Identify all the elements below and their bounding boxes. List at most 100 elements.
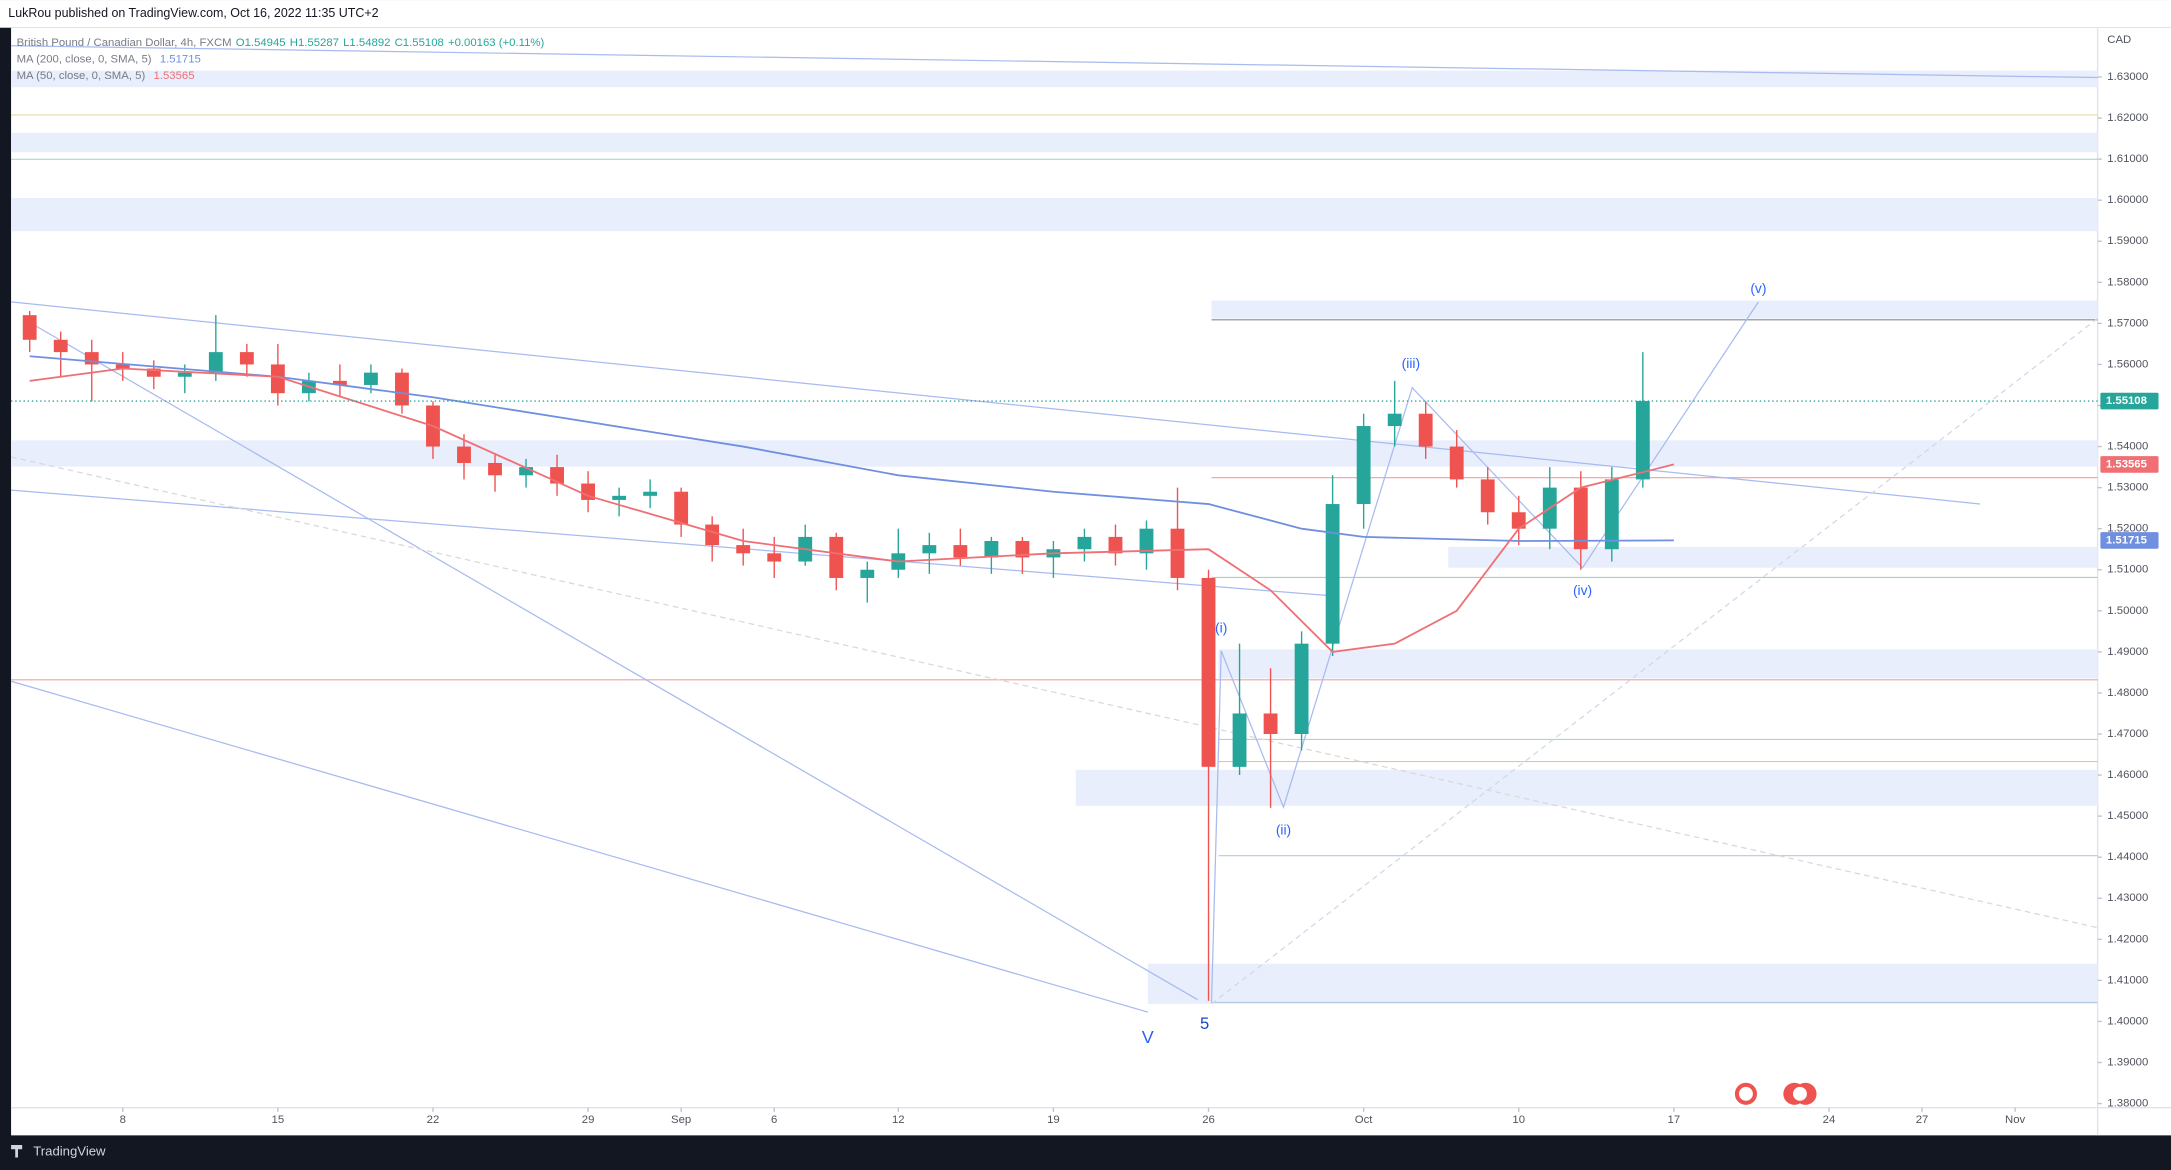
candle-body	[705, 524, 720, 546]
trendline	[11, 45, 2098, 79]
candle-body	[22, 315, 37, 340]
legend: MA (200, close, 0, SMA, 5) 1.51715	[17, 54, 201, 66]
y-tick-label: 1.39000	[2107, 1057, 2148, 1069]
candle-body	[177, 372, 192, 377]
price-tag	[2100, 392, 2159, 410]
trendline	[27, 320, 1198, 1001]
candle-body	[115, 364, 130, 369]
zone	[11, 132, 2098, 153]
candle-body	[1387, 413, 1402, 427]
zone	[1147, 963, 2098, 1004]
candle-body	[1015, 541, 1030, 558]
symbol-title: British Pound / Canadian Dollar, 4h, FXC…	[17, 37, 232, 49]
wave-label: V	[1142, 1027, 1154, 1047]
wave-label: (iv)	[1573, 582, 1592, 598]
ohlc-value: L1.54892	[343, 37, 390, 49]
y-tick-label: 1.48000	[2107, 687, 2148, 699]
candle-body	[736, 545, 751, 554]
price-tag-label: 1.53565	[2106, 458, 2147, 470]
candle-body	[1511, 512, 1526, 529]
x-tick-label: 10	[1512, 1114, 1525, 1126]
x-tick-label: 12	[892, 1114, 905, 1126]
ohlc-value: H1.55287	[290, 37, 339, 49]
plot: 1.38000 1.39000 1.40000 1.41000 1.42000 1.430…	[11, 71, 2159, 1126]
wave-label: (v)	[1750, 280, 1766, 296]
candle-body	[1573, 487, 1588, 550]
x-tick-label: 26	[1202, 1114, 1215, 1126]
candle-body	[208, 352, 223, 373]
x-tick-label: 19	[1047, 1114, 1060, 1126]
candle-body	[829, 536, 844, 578]
y-tick-label: 1.43000	[2107, 892, 2148, 904]
y-tick-label: 1.56000	[2107, 358, 2148, 370]
y-tick-label: 1.40000	[2107, 1015, 2148, 1027]
legend: MA (50, close, 0, SMA, 5) 1.53565	[17, 70, 195, 82]
y-tick-label: 1.54000	[2107, 441, 2148, 453]
candle-body	[984, 541, 999, 558]
ohlc-value: O1.54945	[236, 37, 286, 49]
event-icons	[1734, 1082, 1817, 1105]
y-tick-label: 1.51000	[2107, 564, 2148, 576]
candle-body	[395, 372, 409, 406]
annotations: (i) (ii) (iii) (iv) (v) V 5	[1142, 280, 1767, 1047]
x-tick-label: 22	[427, 1114, 440, 1126]
candle-body	[1108, 536, 1123, 554]
y-tick-label: 1.60000	[2107, 194, 2148, 206]
y-tick-label: 1.45000	[2107, 810, 2148, 822]
candle-body	[581, 483, 596, 500]
candle-body	[1635, 401, 1650, 480]
candle-body	[488, 462, 502, 476]
price-tag-label: 1.51715	[2106, 534, 2147, 546]
candle-body	[1294, 643, 1309, 734]
legend-name: MA (200, close, 0, SMA, 5)	[17, 54, 152, 66]
candle-body	[612, 495, 627, 500]
candle-body	[767, 553, 782, 562]
ma-line	[29, 355, 1674, 542]
zone	[1075, 769, 2098, 806]
zone	[11, 70, 2098, 88]
candle-body	[1480, 479, 1495, 513]
candle-body	[860, 569, 875, 578]
y-tick-label: 1.52000	[2107, 523, 2148, 535]
price-tag	[2100, 456, 2159, 473]
x-tick-label: Oct	[1355, 1114, 1373, 1126]
candle-body	[1139, 528, 1154, 554]
candle-body	[953, 545, 968, 558]
trendline	[10, 680, 1148, 1013]
candle-body	[239, 352, 254, 365]
brand: TradingView	[33, 1143, 106, 1158]
event-icon-inner	[1739, 1086, 1753, 1101]
wave-label: (iii)	[1402, 355, 1420, 371]
brand-logo	[11, 1145, 23, 1158]
legend: British Pound / Canadian Dollar, 4h, FXC…	[17, 37, 545, 49]
x-tick-label: 17	[1668, 1114, 1681, 1126]
y-tick-label: 1.57000	[2107, 317, 2148, 329]
y-tick-label: 1.61000	[2107, 153, 2148, 165]
legend-value: 1.53565	[154, 70, 195, 82]
y-tick-label: 1.62000	[2107, 112, 2148, 124]
zone	[11, 440, 2098, 467]
y-tick-label: 1.44000	[2107, 851, 2148, 863]
y-tick-label: 1.41000	[2107, 974, 2148, 986]
x-tick-label: Sep	[671, 1114, 691, 1126]
x-tick-label: 24	[1823, 1114, 1836, 1126]
ohlc-value: C1.55108	[395, 37, 444, 49]
legend-name: MA (50, close, 0, SMA, 5)	[17, 70, 146, 82]
y-tick-label: 1.47000	[2107, 728, 2148, 740]
wave-label: (ii)	[1276, 821, 1291, 837]
candle-body	[364, 372, 378, 385]
y-tick-label: 1.63000	[2107, 71, 2148, 83]
y-tick-label: 1.42000	[2107, 933, 2148, 945]
publisher: LukRou published on TradingView.com, Oct…	[8, 6, 378, 20]
ma-line	[29, 367, 1675, 653]
wave-label: 5	[1200, 1014, 1209, 1033]
candle-body	[1263, 713, 1278, 734]
candle-body	[1325, 504, 1340, 644]
zone	[11, 198, 2098, 232]
candle-body	[1170, 528, 1185, 578]
candle-body	[643, 491, 658, 496]
trendline	[11, 489, 1327, 597]
x-tick-label: Nov	[2005, 1114, 2026, 1126]
